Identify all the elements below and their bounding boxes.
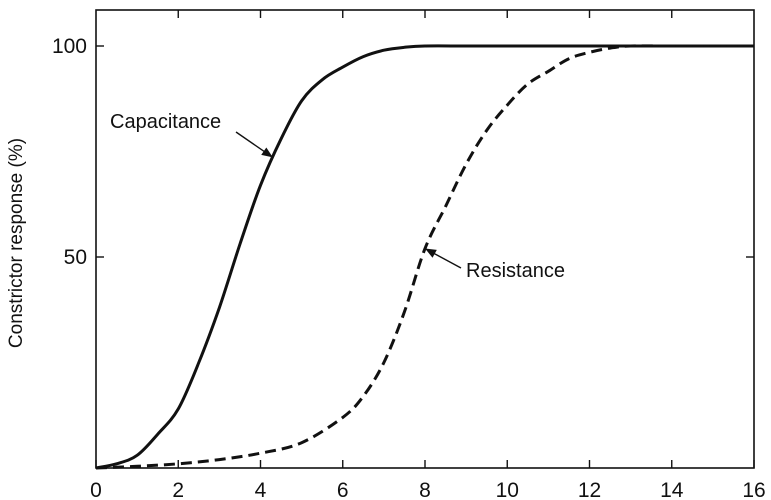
series-layer [95, 44, 754, 470]
annotation-resistance: Resistance [466, 260, 565, 282]
annotation-arrowhead [261, 147, 273, 158]
x-tick-label: 6 [337, 479, 349, 500]
y-tick-label: 50 [64, 246, 87, 269]
series-line-capacitance [95, 44, 754, 470]
annotation-capacitance: Capacitance [110, 111, 221, 133]
x-tick-label: 12 [578, 479, 601, 500]
series-line-resistance [95, 44, 754, 470]
y-tick-label: 100 [52, 35, 87, 58]
x-tick-label: 8 [419, 479, 431, 500]
plot-frame [95, 9, 755, 469]
x-tick-label: 10 [496, 479, 519, 500]
x-tick-label: 16 [742, 479, 765, 500]
x-tick-label: 2 [172, 479, 184, 500]
annotations: Capacitance Resistance [110, 111, 565, 282]
axes: 0 2 4 6 8 10 12 14 16 50 100 Constrictor response (… [6, 9, 766, 500]
x-tick-label: 14 [660, 479, 684, 500]
x-tick-label: 0 [90, 479, 102, 500]
y-axis-label: Constrictor response (%) [6, 138, 27, 348]
x-tick-label: 4 [255, 479, 267, 500]
annotation-arrowhead [425, 248, 437, 258]
